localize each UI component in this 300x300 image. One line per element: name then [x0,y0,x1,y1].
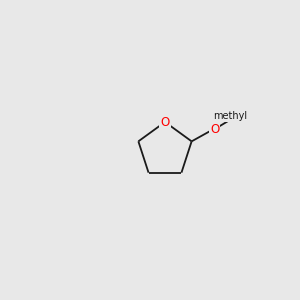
Text: O: O [160,116,169,128]
Text: O: O [210,123,219,136]
Text: methyl: methyl [214,111,248,121]
